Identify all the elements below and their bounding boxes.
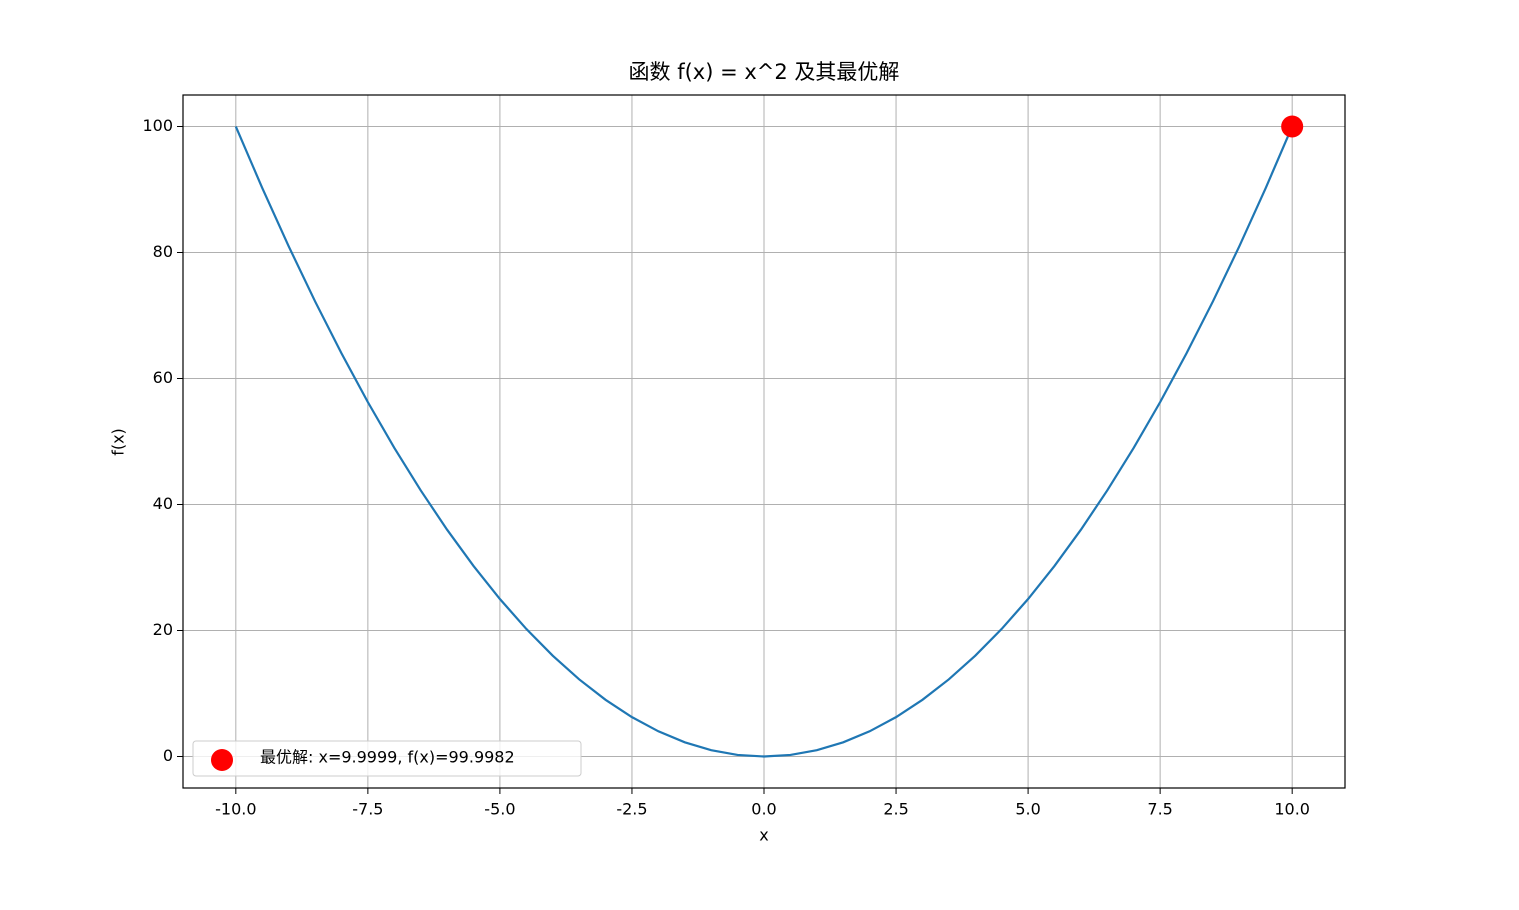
plot-frame (182, 94, 1346, 789)
y-tick-label: 0 (163, 746, 173, 765)
line (234, 126, 1294, 758)
x-tick-label: -2.5 (616, 800, 647, 819)
y-tick-label: 80 (153, 242, 173, 261)
x-axis-label: x (759, 826, 768, 845)
legend-label: 最优解: x=9.9999, f(x)=99.9982 (260, 748, 515, 767)
y-axis-label: f(x) (109, 428, 128, 456)
x-tick-label: -7.5 (352, 800, 383, 819)
y-tick-label: 40 (153, 494, 173, 513)
chart-title: 函数 f(x) = x^2 及其最优解 (629, 60, 900, 84)
y-tick-label: 60 (153, 368, 173, 387)
x-tick-label: 5.0 (1015, 800, 1040, 819)
x-tick-label: -10.0 (215, 800, 256, 819)
x-tick-label: -5.0 (484, 800, 515, 819)
point (1281, 115, 1304, 138)
legend: 最优解: x=9.9999, f(x)=99.9982 (192, 740, 582, 777)
x-tick-label: 7.5 (1147, 800, 1172, 819)
x-tick-label: 0.0 (751, 800, 776, 819)
y-tick-label: 100 (142, 116, 173, 135)
y-tick-label: 20 (153, 620, 173, 639)
x-tick-label: 10.0 (1274, 800, 1310, 819)
legend-marker (211, 749, 233, 771)
legend-box (192, 740, 582, 777)
x-tick-label: 2.5 (883, 800, 908, 819)
